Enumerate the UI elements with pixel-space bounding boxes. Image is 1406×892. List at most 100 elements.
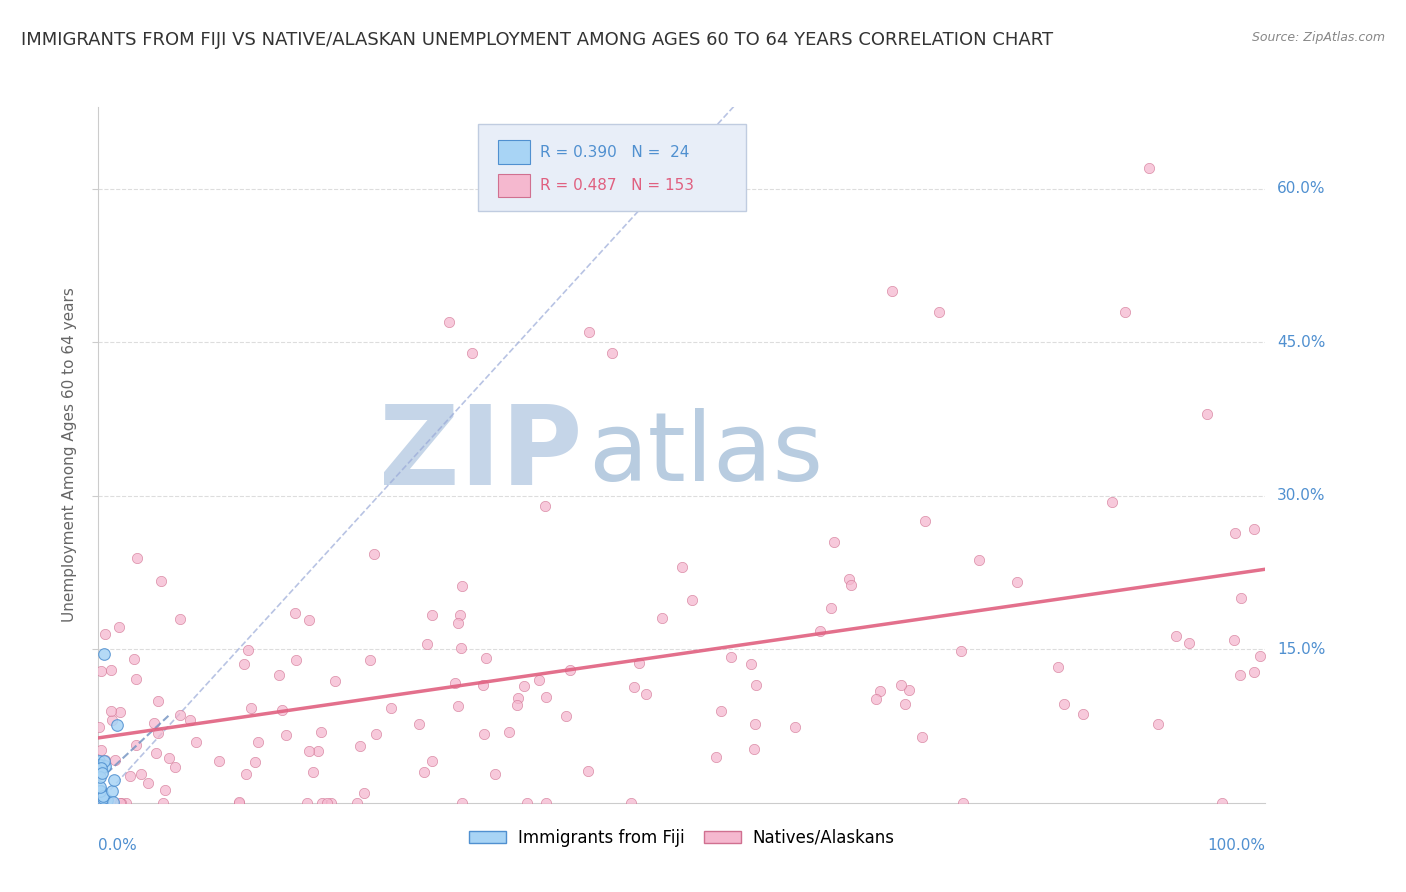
- Point: [950, 644, 973, 658]
- Point: [91, 790, 114, 805]
- Point: [576, 764, 599, 778]
- Point: [506, 698, 529, 712]
- Text: 60.0%: 60.0%: [1277, 181, 1326, 196]
- Point: [169, 707, 191, 722]
- Point: [472, 678, 495, 692]
- Text: 100.0%: 100.0%: [1208, 838, 1265, 853]
- Point: [1229, 591, 1251, 606]
- Point: [928, 304, 950, 318]
- Point: [416, 637, 439, 651]
- Point: [104, 753, 127, 767]
- Point: [516, 796, 538, 810]
- Point: [122, 652, 145, 666]
- Point: [558, 663, 581, 677]
- Point: [914, 515, 936, 529]
- Point: [911, 731, 934, 745]
- Point: [96, 792, 118, 806]
- Point: [90, 743, 112, 757]
- Point: [380, 700, 402, 714]
- Point: [420, 607, 443, 622]
- Point: [447, 698, 470, 713]
- Bar: [498, 140, 530, 164]
- Point: [93, 626, 115, 640]
- Point: [529, 673, 551, 688]
- Point: [89, 796, 111, 810]
- Text: atlas: atlas: [589, 409, 824, 501]
- Point: [319, 796, 342, 810]
- Point: [146, 693, 169, 707]
- Point: [94, 759, 117, 773]
- Point: [740, 657, 762, 672]
- Point: [1147, 717, 1170, 731]
- Point: [890, 678, 912, 692]
- Text: 30.0%: 30.0%: [1277, 488, 1326, 503]
- Point: [90, 784, 112, 798]
- Point: [1195, 407, 1218, 421]
- Point: [108, 705, 131, 719]
- Point: [101, 795, 124, 809]
- Point: [90, 789, 112, 804]
- Point: [235, 766, 257, 780]
- Point: [311, 796, 333, 810]
- Point: [513, 679, 536, 693]
- Point: [1046, 660, 1069, 674]
- Point: [1101, 495, 1123, 509]
- Point: [359, 653, 381, 667]
- Point: [143, 716, 166, 731]
- Point: [820, 601, 842, 615]
- Text: IMMIGRANTS FROM FIJI VS NATIVE/ALASKAN UNEMPLOYMENT AMONG AGES 60 TO 64 YEARS CO: IMMIGRANTS FROM FIJI VS NATIVE/ALASKAN U…: [21, 31, 1053, 49]
- Point: [620, 796, 643, 810]
- Point: [413, 764, 436, 779]
- Point: [474, 651, 496, 665]
- Point: [118, 769, 141, 783]
- Point: [897, 682, 920, 697]
- Text: R = 0.487   N = 153: R = 0.487 N = 153: [540, 178, 693, 194]
- Point: [89, 791, 111, 805]
- Legend: Immigrants from Fiji, Natives/Alaskans: Immigrants from Fiji, Natives/Alaskans: [463, 822, 901, 854]
- Point: [87, 754, 110, 768]
- Point: [232, 657, 254, 672]
- Text: 0.0%: 0.0%: [98, 838, 138, 853]
- Point: [136, 775, 159, 789]
- Point: [115, 796, 138, 810]
- Point: [484, 767, 506, 781]
- Point: [157, 750, 180, 764]
- Point: [555, 709, 578, 723]
- Point: [472, 727, 495, 741]
- Point: [208, 755, 231, 769]
- Point: [301, 764, 323, 779]
- Point: [247, 735, 270, 749]
- Point: [533, 500, 555, 514]
- Point: [125, 738, 148, 752]
- Point: [534, 796, 557, 810]
- Bar: [498, 174, 530, 197]
- Point: [600, 345, 623, 359]
- Point: [869, 684, 891, 698]
- Point: [1178, 636, 1201, 650]
- Point: [745, 678, 768, 692]
- Point: [269, 667, 291, 681]
- Point: [110, 796, 132, 810]
- Point: [155, 782, 177, 797]
- Point: [93, 754, 115, 768]
- Point: [100, 704, 122, 718]
- Point: [169, 612, 191, 626]
- Point: [346, 796, 368, 810]
- Point: [149, 574, 172, 588]
- Point: [498, 725, 520, 739]
- Point: [243, 755, 266, 769]
- Point: [408, 716, 430, 731]
- Point: [671, 560, 693, 574]
- Point: [165, 760, 187, 774]
- Point: [146, 726, 169, 740]
- Point: [89, 757, 111, 772]
- Point: [323, 673, 346, 688]
- Point: [838, 573, 860, 587]
- Point: [271, 703, 294, 717]
- Point: [742, 741, 765, 756]
- Point: [1114, 304, 1136, 318]
- Point: [623, 680, 645, 694]
- Point: [179, 713, 201, 727]
- Point: [823, 534, 845, 549]
- Point: [90, 787, 112, 801]
